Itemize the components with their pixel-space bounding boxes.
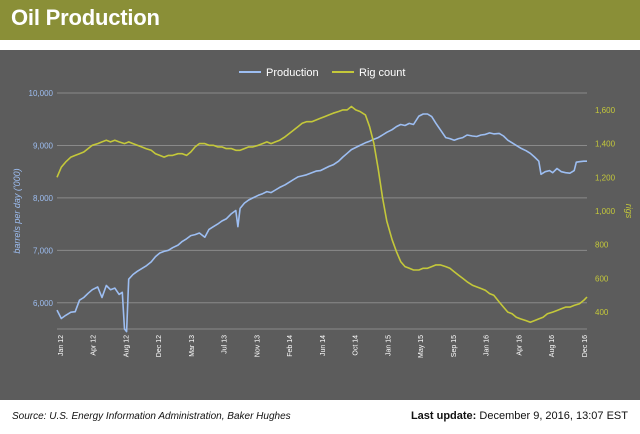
source-note: Source: U.S. Energy Information Administ… (12, 411, 291, 422)
y-left-tick-label: 10,000 (29, 89, 54, 98)
x-tick-label: Aug 16 (549, 335, 556, 357)
x-tick-label: Apr 12 (91, 335, 98, 356)
production-series-line (56, 113, 587, 333)
x-tick-label: Apr 16 (516, 335, 523, 356)
y-right-tick-label: 1,400 (595, 140, 616, 149)
last-update: Last update: December 9, 2016, 13:07 EST (411, 410, 628, 422)
x-tick-label: Jan 15 (385, 335, 392, 356)
y-right-tick-label: 1,000 (595, 207, 616, 216)
y-right-tick-label: 400 (595, 308, 609, 317)
x-tick-label: Jan 16 (484, 335, 491, 356)
y-right-tick-label: 600 (595, 274, 609, 283)
legend-label-rig-count: Rig count (359, 67, 405, 79)
x-tick-label: Nov 13 (254, 335, 261, 357)
y-right-tick-label: 800 (595, 241, 609, 250)
y-left-tick-label: 9,000 (33, 141, 54, 150)
x-tick-label: May 15 (418, 335, 425, 358)
x-tick-label: Jul 13 (222, 335, 229, 354)
y-left-tick-label: 7,000 (33, 246, 54, 255)
y-left-axis-title: barrels per day ('000) (12, 168, 22, 253)
x-tick-label: Dec 16 (582, 335, 589, 357)
oil-production-chart: 6,000 7,000 8,000 9,000 10,000 400 600 800 1,000… (12, 67, 634, 358)
x-tick-label: Mar 13 (189, 335, 196, 357)
rig-count-series-line (56, 105, 588, 324)
x-tick-label: Jan 12 (58, 335, 65, 356)
last-update-value: December 9, 2016, 13:07 EST (479, 410, 628, 422)
legend-label-production: Production (266, 67, 319, 79)
x-tick-label: Jun 14 (320, 335, 327, 356)
y-right-axis-title: rigs (624, 204, 634, 219)
y-right-tick-label: 1,200 (595, 173, 616, 182)
last-update-label: Last update: (410, 410, 477, 422)
y-right-tick-label: 1,600 (595, 106, 616, 115)
footer: Source: U.S. Energy Information Administ… (0, 400, 640, 434)
x-tick-label: Aug 12 (123, 335, 130, 357)
x-tick-label: Oct 14 (353, 335, 360, 356)
y-left-tick-label: 6,000 (33, 299, 54, 308)
page-title: Oil Production (11, 5, 160, 30)
header-bar: Oil Production (0, 0, 640, 40)
x-tick-label: Dec 12 (156, 335, 163, 357)
x-tick-label: Sep 15 (451, 335, 458, 357)
y-left-tick-label: 8,000 (33, 194, 54, 203)
x-tick-label: Feb 14 (287, 335, 294, 357)
chart-area: 6,000 7,000 8,000 9,000 10,000 400 600 800 1,000… (0, 50, 640, 400)
